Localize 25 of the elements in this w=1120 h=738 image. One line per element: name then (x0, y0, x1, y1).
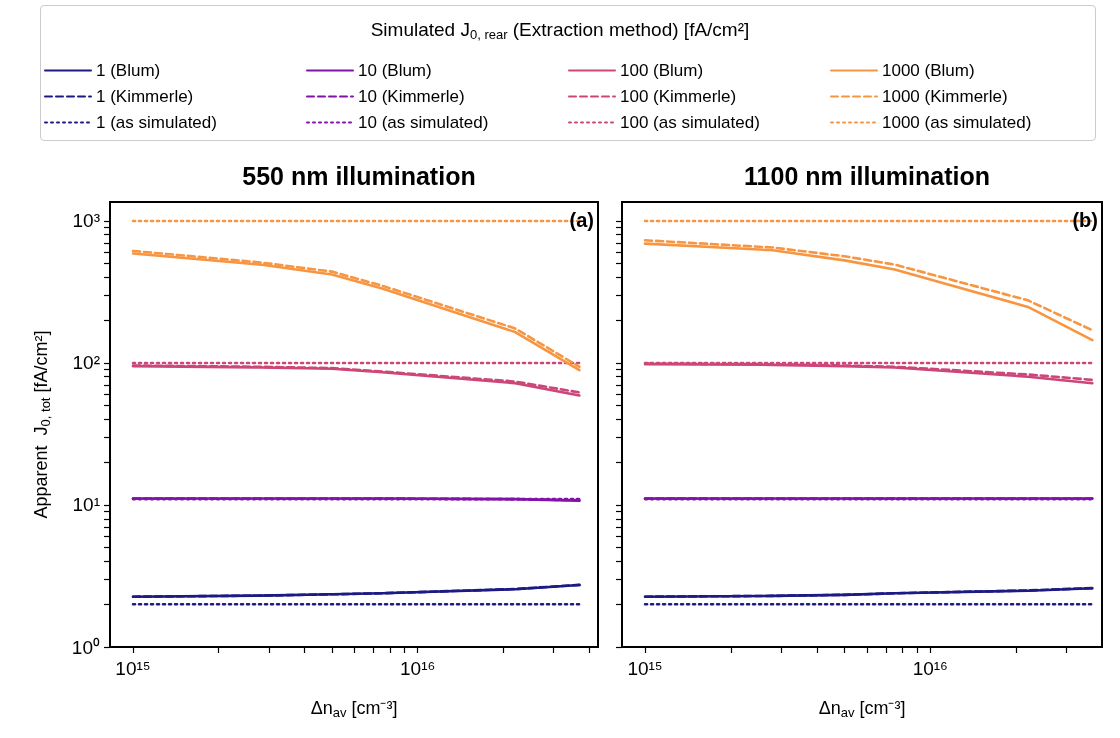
y-axis-title: Apparent J0, tot [fA/cm²] (31, 330, 53, 519)
legend-label: 100 (Kimmerle) (620, 87, 737, 106)
legend-label: 1 (as simulated) (96, 113, 217, 132)
x-tick-label: 10¹⁵ (627, 658, 663, 679)
legend-label: 1000 (Blum) (882, 61, 975, 80)
legend-label: 100 (Blum) (620, 61, 704, 80)
y-tick-label: 10⁰ (71, 636, 100, 658)
x-tick-label: 10¹⁶ (912, 658, 948, 679)
legend-label: 1 (Blum) (96, 61, 161, 80)
x-tick-label: 10¹⁶ (400, 658, 436, 679)
legend-label: 10 (Kimmerle) (358, 87, 465, 106)
annotation: (a) (569, 209, 595, 231)
legend-label: 100 (as simulated) (620, 113, 760, 132)
y-tick-label: 10¹ (72, 494, 100, 516)
chart-title: 1100 nm illumination (744, 161, 990, 190)
y-tick-label: 10³ (72, 210, 100, 232)
legend-label: 1 (Kimmerle) (96, 87, 194, 106)
chart-title: 550 nm illumination (242, 161, 476, 190)
y-tick-label: 10² (72, 352, 100, 374)
legend-label: 10 (as simulated) (358, 113, 489, 132)
legend-label: 1000 (Kimmerle) (882, 87, 1008, 106)
legend-label: 10 (Blum) (358, 61, 432, 80)
x-tick-label: 10¹⁵ (115, 658, 151, 679)
annotation: (b) (1072, 209, 1099, 231)
legend-label: 1000 (as simulated) (882, 113, 1032, 132)
